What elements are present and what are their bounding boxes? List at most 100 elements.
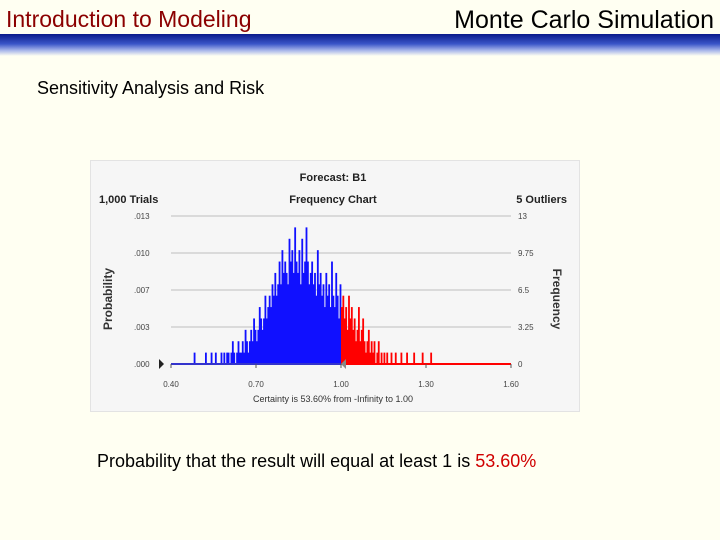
histogram-bar [314,272,316,364]
x-tick-label: 0.70 [248,380,264,389]
histogram-bar [315,295,318,364]
histogram-bar [366,341,369,364]
histogram-bar [322,284,325,364]
histogram-bar [284,261,287,364]
histogram-bar [246,341,248,364]
histogram-bar [406,352,408,364]
histogram-bar [275,295,278,364]
histogram-bar [247,352,250,364]
histogram-bar [285,272,288,364]
right-certainty-grabber[interactable] [341,359,346,369]
histogram-bar [318,284,321,364]
histogram-bar [400,352,403,364]
left-certainty-grabber[interactable] [159,359,164,369]
forecast-chart-panel: Forecast: B1 1,000 Trials Frequency Char… [90,160,580,412]
histogram-bar [345,307,348,364]
histogram-bar [294,227,297,364]
slide-subtitle: Sensitivity Analysis and Risk [37,78,265,98]
y-axis-label-right: Frequency [550,269,564,330]
histogram-bar [233,352,236,364]
histogram-bar [349,318,352,364]
histogram-bar [336,295,339,364]
y-tick-label-right: 6.5 [518,286,530,295]
x-tick-label: 0.40 [163,380,179,389]
histogram-bar [237,341,240,364]
histogram-bar [380,352,383,364]
histogram-bar [251,341,254,364]
histogram-bar [281,250,284,364]
histogram-bar [324,307,326,364]
histogram-bar [297,272,299,364]
histogram-bar [258,307,261,364]
histogram-bar [346,329,349,364]
histogram-bar [274,272,277,364]
histogram-bar [421,352,424,364]
histogram-bar [210,352,213,364]
y-tick-label-left: .003 [134,323,150,332]
histogram-bar [308,284,311,364]
histogram-bar [307,261,309,364]
histogram-bar [355,341,357,364]
histogram-bar [339,284,342,364]
histogram-bar [298,250,301,364]
histogram-bar [278,261,281,364]
histogram-bar [248,341,251,364]
histogram-bar [280,284,282,364]
probability-statement: Probability that the result will equal a… [97,451,536,472]
histogram-bar [254,329,257,364]
histogram-bar [267,307,270,364]
outliers-label: 5 Outliers [516,194,567,206]
histogram-bar [260,318,263,364]
histogram-bar [329,307,332,364]
histogram-bar [430,352,433,364]
histogram-bar [288,238,291,364]
histogram-bar [223,352,226,364]
histogram-bar [205,352,207,364]
histogram-bar [348,295,350,364]
histogram-bar [332,295,335,364]
histogram-bar [253,318,255,364]
histogram-bar [386,352,389,364]
histogram-bar [290,261,292,364]
histogram-bar [383,352,386,364]
histogram-bar [362,318,365,364]
histogram-bar [325,272,328,364]
histogram-bar [390,352,393,364]
histogram-bar [239,352,241,364]
histogram-bar [358,307,360,364]
histogram-bar [220,352,223,364]
histogram-bar [335,272,338,364]
histogram-bar [342,295,345,364]
histogram-bar [331,261,333,364]
histogram-bar [214,352,217,364]
histogram-bar [295,261,298,364]
y-tick-label-right: 3.25 [518,323,534,332]
x-tick-label: 1.60 [503,380,519,389]
histogram-bar [282,272,285,364]
histogram-bar [292,272,295,364]
y-tick-label-left: .013 [134,212,150,221]
histogram-bar [270,307,272,364]
histogram-bar [321,295,323,364]
frequency-chart: Forecast: B1 1,000 Trials Frequency Char… [99,172,567,404]
histogram-bar [227,352,230,364]
histogram-bar [256,341,258,364]
histogram-bar [299,284,302,364]
probability-statement-text: Probability that the result will equal a… [97,451,476,471]
x-tick-label: 1.00 [333,380,349,389]
histogram-bar [250,329,253,364]
histogram-bar [226,352,229,364]
histogram-bar [373,341,376,364]
histogram-bar [367,329,370,364]
histogram-bar [312,284,315,364]
histogram-bar [301,238,304,364]
certainty-text: Certainty is 53.60% from -Infinity to 1.… [253,394,413,404]
histogram-bar [264,295,267,364]
y-tick-label-right: 9.75 [518,249,534,258]
histogram-bar [271,284,274,364]
y-axis-label-left: Probability [101,268,115,330]
histogram-bar [316,250,319,364]
probability-value: 53.60% [475,451,537,471]
histogram-bar [230,352,233,364]
histogram-bar [193,352,196,364]
